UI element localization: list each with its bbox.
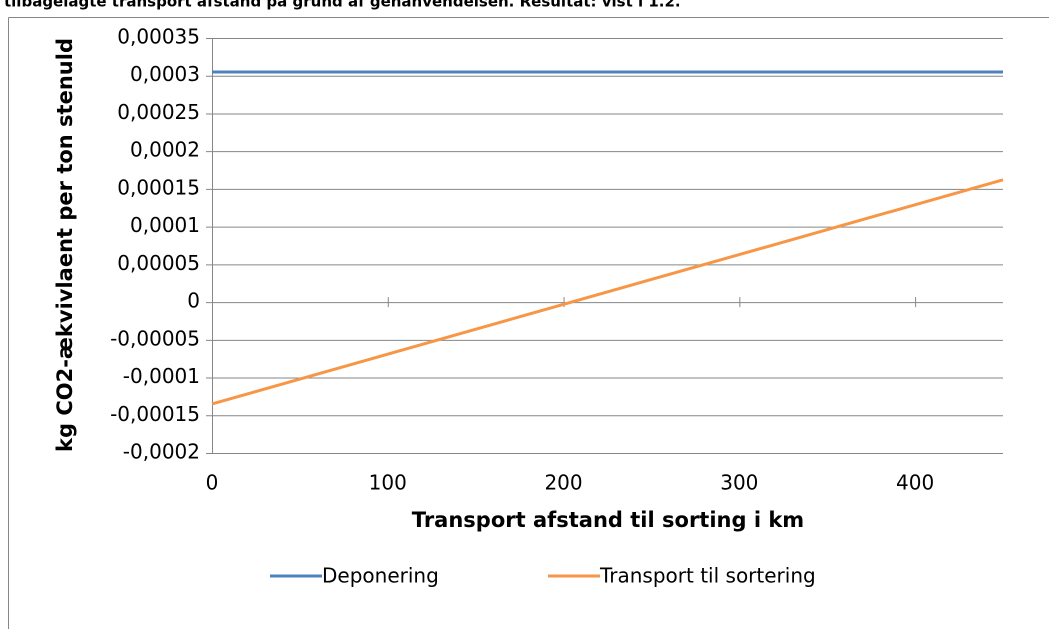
y-tick-label: -0,00005 bbox=[110, 326, 200, 350]
x-tick-label: 100 bbox=[369, 471, 407, 495]
y-tick-label: 0,0003 bbox=[130, 62, 200, 86]
x-tick-label: 400 bbox=[896, 471, 934, 495]
x-axis-title: Transport afstand til sorting i km bbox=[412, 508, 804, 532]
series-line bbox=[211, 178, 1004, 406]
chart-frame bbox=[8, 17, 1049, 629]
y-tick-label: 0,00025 bbox=[117, 100, 200, 124]
x-tick-label: 200 bbox=[544, 471, 582, 495]
y-tick-label: 0 bbox=[187, 289, 200, 313]
legend-label: Transport til sortering bbox=[599, 564, 816, 588]
y-tick-label: -0,0002 bbox=[123, 440, 200, 464]
x-tick-label: 300 bbox=[720, 471, 758, 495]
y-tick-label: 0,0001 bbox=[130, 213, 200, 237]
y-tick-label: 0,00005 bbox=[117, 251, 200, 275]
chart-title: tilbagelagte transport afstand på grund … bbox=[4, 0, 681, 11]
y-tick-label: -0,0001 bbox=[123, 364, 200, 388]
x-tick-label: 0 bbox=[206, 471, 219, 495]
y-axis-title: kg CO2-ækvivlaent per ton stenuld bbox=[53, 38, 77, 452]
legend-label: Deponering bbox=[322, 564, 439, 588]
y-tick-label: 0,0002 bbox=[130, 138, 200, 162]
y-tick-label: -0,00015 bbox=[110, 402, 200, 426]
y-tick-label: 0,00015 bbox=[117, 175, 200, 199]
y-tick-label: 0,00035 bbox=[117, 25, 200, 49]
